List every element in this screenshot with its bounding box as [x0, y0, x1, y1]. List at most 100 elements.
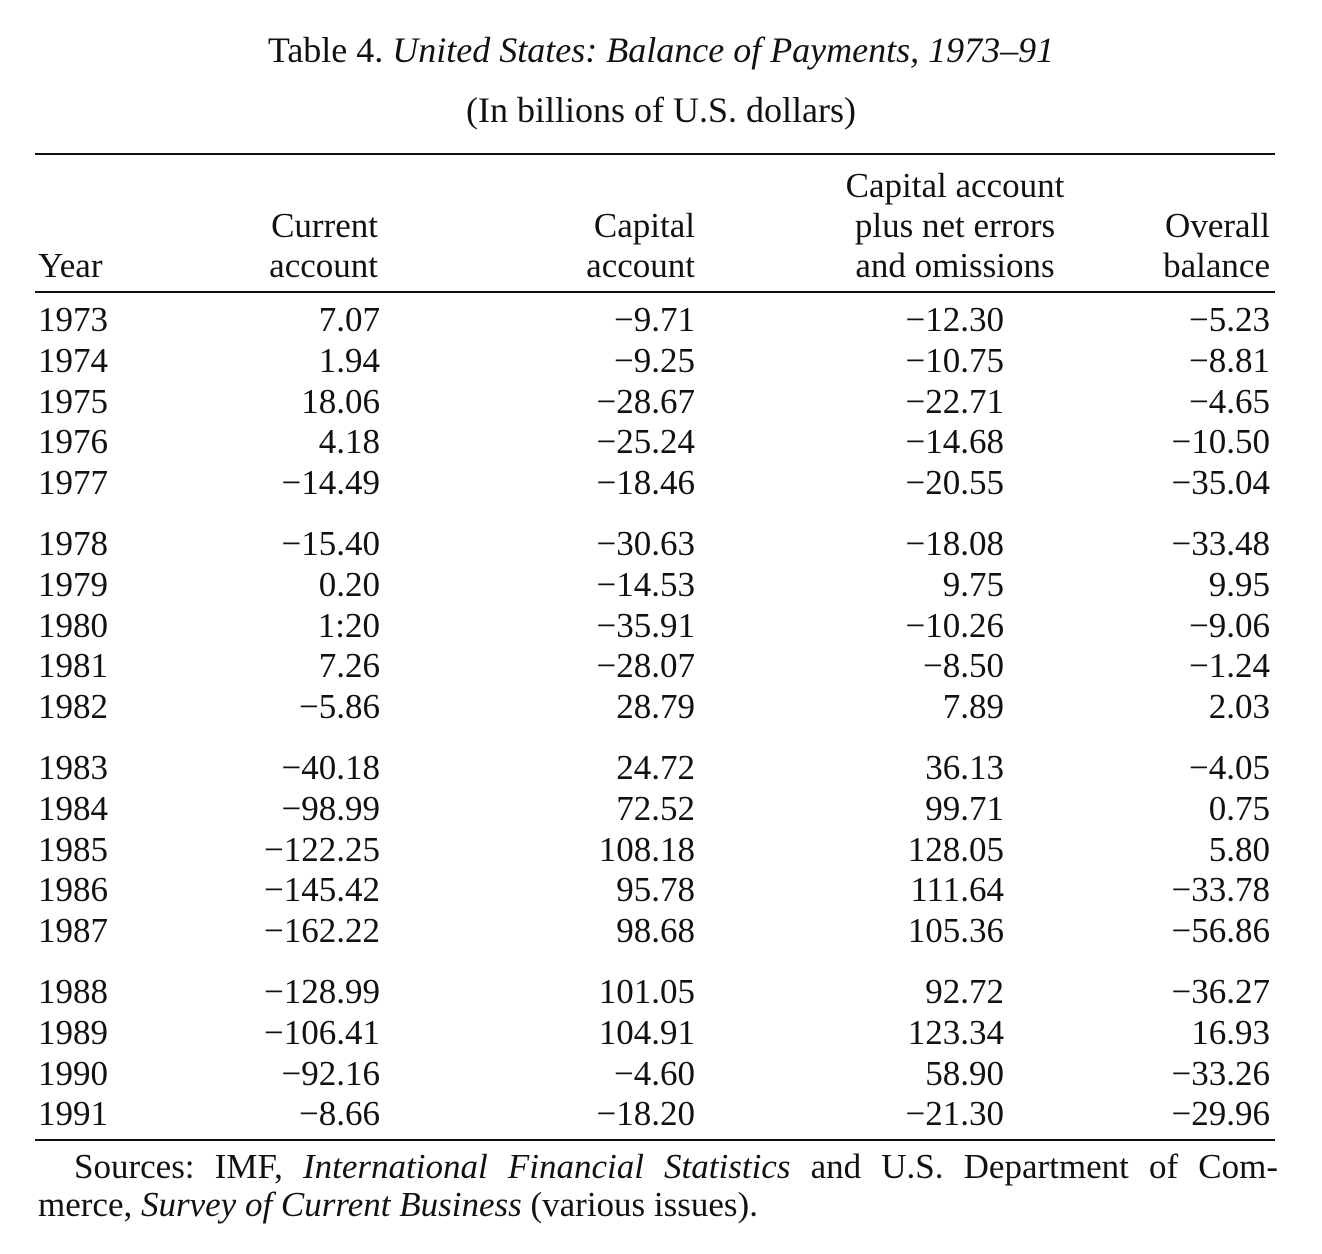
sources-prefix: Sources: IMF,	[74, 1147, 303, 1186]
top-rule	[35, 153, 1275, 155]
cell-current-account: 1:20	[317, 605, 380, 645]
cell-current-account: −106.41	[264, 1012, 380, 1052]
table-row: 1986 −145.42 95.78 111.64 −33.78	[0, 870, 1322, 911]
cell-overall-balance: −33.48	[1171, 523, 1271, 563]
sources-publication-1: International Financial Statistics	[303, 1147, 791, 1186]
table-row: 1981 7.26 −28.07 −8.50 −1.24	[0, 646, 1322, 687]
sources-publication-2: Survey of Current Business	[140, 1185, 522, 1224]
cell-capital-plus-errors: 111.64	[910, 870, 1004, 910]
table-row: 1978 −15.40 −30.63 −18.08 −33.48	[0, 524, 1322, 565]
cell-capital-plus-errors: −12.30	[905, 300, 1005, 339]
cell-capital-account: −25.24	[596, 422, 696, 462]
cell-overall-balance: −33.26	[1171, 1053, 1271, 1093]
cell-current-account: −40.18	[281, 747, 381, 787]
cell-overall-balance: 5.80	[1208, 829, 1270, 869]
cell-capital-plus-errors: −14.68	[905, 422, 1005, 462]
cell-capital-account: −18.46	[596, 463, 696, 503]
cell-current-account: −98.99	[281, 788, 381, 828]
sources-end: (various issues).	[521, 1185, 758, 1224]
cell-capital-plus-errors: −10.75	[905, 340, 1005, 380]
cell-year: 1980	[38, 605, 108, 645]
sources-note: Sources: IMF, International Financial St…	[38, 1148, 1278, 1224]
cell-capital-account: −30.63	[596, 523, 696, 563]
cell-capital-account: 104.91	[598, 1012, 695, 1052]
cell-current-account: −15.40	[281, 523, 381, 563]
header-year-line: Year	[38, 246, 103, 285]
cell-year: 1976	[38, 422, 108, 462]
cell-capital-plus-errors: 9.75	[942, 564, 1004, 604]
cell-overall-balance: −56.86	[1171, 911, 1271, 951]
cell-year: 1983	[38, 747, 108, 787]
cell-capital-plus-errors: 128.05	[907, 829, 1004, 869]
sources-line2-prefix: merce,	[38, 1185, 141, 1224]
cell-year: 1984	[38, 788, 108, 828]
cell-capital-plus-errors: 105.36	[907, 911, 1004, 951]
cell-current-account: 7.26	[318, 646, 380, 686]
header-overall-line-1: Overall	[1165, 206, 1270, 245]
cell-current-account: −92.16	[281, 1053, 381, 1093]
table-row: 1989 −106.41 104.91 123.34 16.93	[0, 1013, 1322, 1054]
cell-capital-plus-errors: −22.71	[905, 381, 1005, 421]
cell-capital-account: −35.91	[596, 605, 696, 645]
cell-overall-balance: −9.06	[1189, 605, 1270, 645]
cell-year: 1978	[38, 523, 108, 563]
cell-capital-account: 108.18	[598, 829, 695, 869]
cell-current-account: −5.86	[299, 687, 380, 727]
cell-capital-account: 98.68	[616, 911, 695, 951]
cell-overall-balance: −4.65	[1189, 381, 1270, 421]
header-capplus-line-3: and omissions	[855, 246, 1055, 285]
cell-capital-account: 72.52	[616, 788, 695, 828]
cell-capital-account: 101.05	[598, 971, 695, 1011]
table-row: 1979 0.20 −14.53 9.75 9.95	[0, 565, 1322, 606]
cell-capital-plus-errors: −20.55	[905, 463, 1005, 503]
cell-overall-balance: −10.50	[1171, 422, 1271, 462]
header-rule	[35, 291, 1275, 293]
bottom-rule	[35, 1139, 1275, 1141]
header-capplus-line-2: plus net errors	[854, 206, 1056, 245]
cell-capital-plus-errors: 99.71	[925, 788, 1004, 828]
cell-current-account: 0.20	[318, 564, 380, 604]
table-subtitle: (In billions of U.S. dollars)	[466, 90, 856, 130]
cell-capital-account: −9.25	[614, 340, 695, 380]
cell-capital-account: −9.71	[614, 300, 695, 339]
table-title-text: United States: Balance of Payments, 1973…	[392, 30, 1055, 70]
cell-year: 1989	[38, 1012, 108, 1052]
cell-capital-account: 24.72	[616, 747, 695, 787]
header-year: Year	[38, 164, 178, 286]
header-capital-plus-errors: Capital account plus net errors and omis…	[800, 164, 1110, 286]
table-title: Table 4. United States: Balance of Payme…	[0, 28, 1322, 72]
table-row: 1985 −122.25 108.18 128.05 5.80	[0, 830, 1322, 871]
cell-current-account: −145.42	[264, 870, 380, 910]
cell-overall-balance: −8.81	[1189, 340, 1270, 380]
cell-year: 1977	[38, 463, 108, 503]
cell-capital-plus-errors: −8.50	[923, 646, 1004, 686]
header-current-line-2: account	[269, 246, 378, 285]
sources-line-2: merce, Survey of Current Business (vario…	[38, 1186, 1278, 1224]
table-row: 1973 7.07 −9.71 −12.30 −5.23	[0, 300, 1322, 341]
table-row: 1982 −5.86 28.79 7.89 2.03	[0, 687, 1322, 728]
table-row: 1980 1:20 −35.91 −10.26 −9.06	[0, 606, 1322, 647]
header-overall-line-2: balance	[1163, 246, 1270, 285]
table-row: 1987 −162.22 98.68 105.36 −56.86	[0, 911, 1322, 952]
sources-middle: and U.S. Department of Com-	[790, 1147, 1278, 1186]
cell-overall-balance: −33.78	[1171, 870, 1271, 910]
table-row: 1975 18.06 −28.67 −22.71 −4.65	[0, 382, 1322, 423]
cell-capital-plus-errors: −21.30	[905, 1094, 1005, 1134]
cell-capital-account: 28.79	[616, 687, 695, 727]
header-current-account: Current account	[190, 164, 378, 286]
table-row: 1974 1.94 −9.25 −10.75 −8.81	[0, 341, 1322, 382]
table-row: 1976 4.18 −25.24 −14.68 −10.50	[0, 422, 1322, 463]
cell-capital-account: −14.53	[596, 564, 696, 604]
cell-overall-balance: −1.24	[1189, 646, 1270, 686]
cell-capital-plus-errors: 58.90	[925, 1053, 1004, 1093]
header-capital-line-2: account	[586, 246, 695, 285]
cell-year: 1975	[38, 381, 108, 421]
cell-current-account: −162.22	[264, 911, 380, 951]
cell-capital-plus-errors: −10.26	[905, 605, 1005, 645]
cell-current-account: −128.99	[264, 971, 380, 1011]
cell-year: 1981	[38, 646, 108, 686]
cell-current-account: 4.18	[318, 422, 380, 462]
cell-year: 1982	[38, 687, 108, 727]
cell-year: 1974	[38, 340, 108, 380]
cell-year: 1986	[38, 870, 108, 910]
